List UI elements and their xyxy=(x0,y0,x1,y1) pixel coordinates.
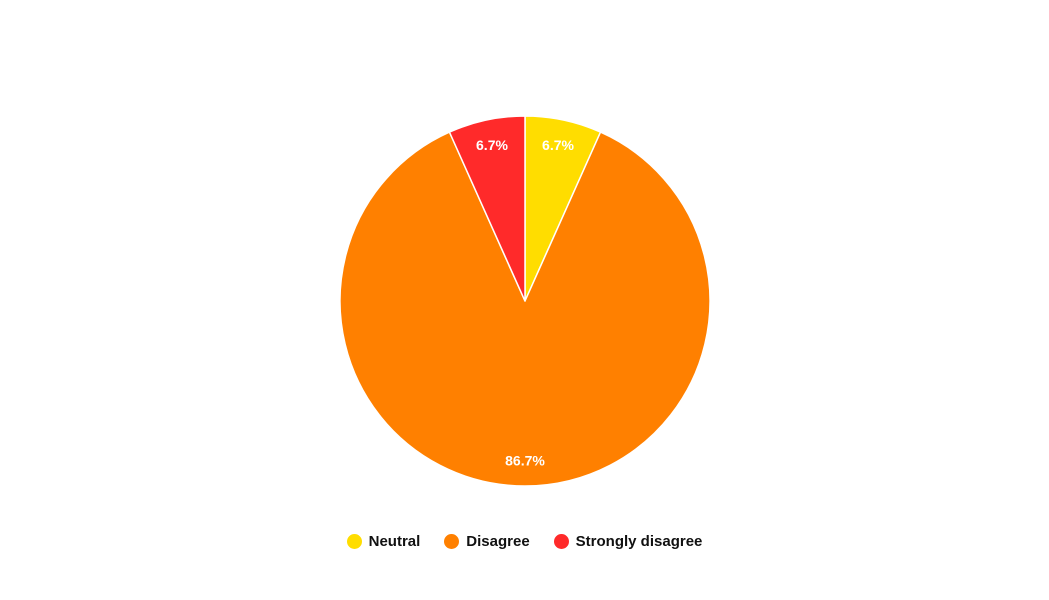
pie-slice-disagree[interactable] xyxy=(339,131,711,487)
legend-swatch-disagree xyxy=(444,534,460,549)
pie-slices xyxy=(339,115,711,487)
legend-label-neutral: Neutral xyxy=(368,533,421,550)
legend-label-disagree: Disagree xyxy=(466,533,530,550)
slice-label-disagree: 86.7% xyxy=(505,453,545,469)
legend-swatch-strongly-disagree xyxy=(553,534,569,549)
legend-item-disagree[interactable]: Disagree xyxy=(444,533,530,550)
chart-legend: Neutral Disagree Strongly disagree xyxy=(0,533,1049,550)
legend-item-strongly-disagree[interactable]: Strongly disagree xyxy=(553,533,703,550)
slice-label-neutral: 6.7% xyxy=(542,137,574,153)
pie-slice-strongly-disagree[interactable] xyxy=(448,115,526,302)
pie-slice-labels: 6.7% 86.7% 6.7% xyxy=(476,137,574,469)
legend-label-strongly-disagree: Strongly disagree xyxy=(575,533,703,550)
legend-item-neutral[interactable]: Neutral xyxy=(346,533,421,550)
legend-swatch-neutral xyxy=(346,534,362,549)
slice-label-strongly-disagree: 6.7% xyxy=(476,137,508,153)
